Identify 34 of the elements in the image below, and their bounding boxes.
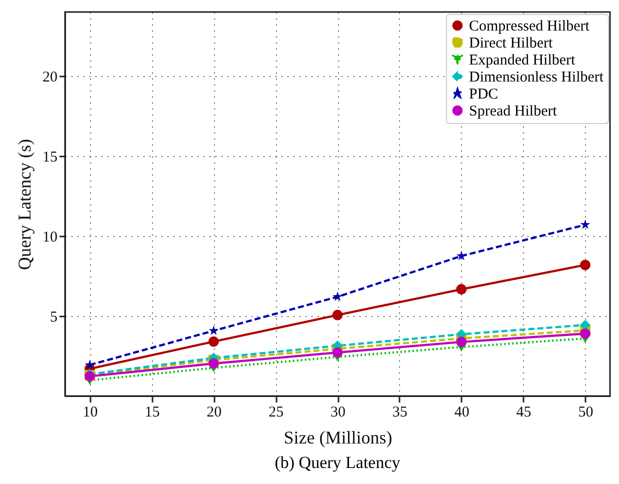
x-tick-label: 15: [144, 404, 160, 420]
x-tick-label: 20: [206, 404, 222, 420]
y-axis-title: Query Latency (s): [14, 139, 34, 270]
point: [208, 358, 219, 369]
text: (b) Query Latency: [274, 453, 401, 472]
legend-label: Spread Hilbert: [469, 104, 558, 120]
y-tick-label: 5: [50, 310, 58, 326]
point: [580, 320, 590, 330]
x-tick-label: 50: [578, 404, 594, 420]
x-axis-title: Size (Millions): [284, 428, 392, 448]
x-tick-label: 40: [454, 404, 470, 420]
point: [580, 220, 590, 230]
legend-label: Direct Hilbert: [469, 36, 554, 52]
point: [580, 328, 590, 339]
point: [456, 336, 467, 348]
point: [332, 292, 342, 302]
x-tick-label: 35: [392, 404, 408, 420]
legend-label: Expanded Hilbert: [469, 52, 576, 68]
y-tick-label: 10: [42, 230, 58, 246]
point: [332, 347, 343, 358]
x-tick-label: 30: [330, 404, 346, 420]
legend-label: Compressed Hilbert: [469, 18, 590, 34]
y-tick-label: 20: [42, 70, 58, 86]
x-tick-label: 45: [516, 404, 532, 420]
legend-label: PDC: [469, 86, 498, 102]
point: [208, 336, 219, 347]
x-tick-label: 10: [82, 404, 98, 420]
point: [208, 325, 219, 335]
legend-label: Dimensionless Hilbert: [469, 70, 604, 86]
point: [332, 310, 343, 320]
point: [580, 260, 590, 270]
x-tick-label: 25: [268, 404, 284, 420]
y-tick-label: 15: [42, 150, 58, 166]
point: [456, 284, 467, 295]
